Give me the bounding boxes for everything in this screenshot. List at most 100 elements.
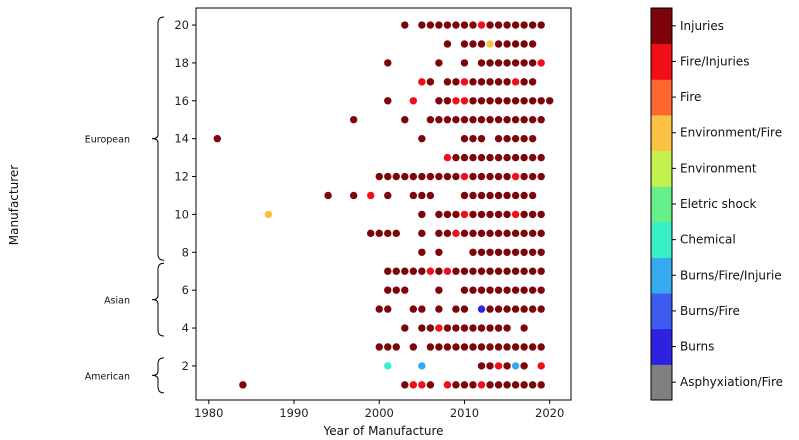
data-point bbox=[503, 21, 511, 29]
data-point bbox=[486, 172, 494, 181]
data-point bbox=[418, 172, 426, 181]
data-point bbox=[486, 248, 494, 256]
data-point bbox=[528, 172, 537, 181]
data-point bbox=[443, 267, 452, 275]
data-point bbox=[486, 21, 494, 29]
data-point bbox=[486, 153, 494, 162]
data-point bbox=[494, 59, 503, 67]
data-point bbox=[520, 305, 528, 313]
data-point bbox=[511, 59, 520, 67]
data-point bbox=[486, 267, 494, 275]
data-point bbox=[460, 97, 469, 105]
data-point bbox=[520, 191, 528, 200]
data-point bbox=[401, 21, 409, 29]
data-point bbox=[477, 21, 486, 29]
data-point bbox=[503, 324, 511, 332]
data-point bbox=[537, 97, 545, 105]
data-point bbox=[384, 362, 392, 370]
data-point bbox=[426, 78, 435, 86]
data-point bbox=[537, 172, 545, 181]
colorbar-label: Environment/Fire bbox=[680, 126, 782, 140]
y-tick-label: 8 bbox=[182, 245, 189, 259]
data-point bbox=[511, 229, 520, 238]
data-point bbox=[494, 381, 503, 389]
data-point bbox=[545, 97, 554, 105]
data-point bbox=[511, 191, 520, 200]
data-point bbox=[528, 153, 537, 162]
data-point bbox=[418, 305, 426, 313]
data-point bbox=[477, 305, 486, 313]
data-point bbox=[528, 229, 537, 238]
data-point bbox=[443, 21, 452, 29]
data-point bbox=[511, 116, 520, 124]
data-point bbox=[418, 78, 426, 86]
data-point bbox=[418, 267, 426, 275]
data-point bbox=[443, 210, 452, 219]
data-point bbox=[418, 134, 426, 143]
data-point bbox=[443, 381, 452, 389]
data-point bbox=[528, 343, 537, 351]
data-point bbox=[537, 267, 545, 275]
data-point bbox=[384, 59, 392, 67]
data-point bbox=[520, 97, 528, 105]
data-point bbox=[520, 381, 528, 389]
group-brace bbox=[151, 16, 165, 261]
data-point bbox=[443, 172, 452, 181]
data-point bbox=[494, 267, 503, 275]
data-point bbox=[435, 324, 443, 332]
data-point bbox=[443, 153, 452, 162]
data-point bbox=[469, 134, 477, 143]
data-point bbox=[494, 210, 503, 219]
data-point bbox=[384, 286, 392, 294]
y-tick-label: 14 bbox=[174, 132, 189, 146]
data-point bbox=[435, 343, 443, 351]
data-point bbox=[486, 324, 494, 332]
y-tick-label: 18 bbox=[174, 56, 189, 70]
data-point bbox=[528, 305, 537, 313]
data-point bbox=[520, 267, 528, 275]
data-point bbox=[469, 40, 477, 48]
colorbar-segment bbox=[651, 186, 672, 223]
data-point bbox=[384, 172, 392, 181]
y-tick-label: 4 bbox=[182, 321, 189, 335]
data-point bbox=[401, 324, 409, 332]
data-point bbox=[392, 286, 400, 294]
colorbar-segment bbox=[651, 150, 672, 187]
group-brace bbox=[151, 357, 165, 394]
y-tick-label: 6 bbox=[182, 283, 189, 297]
data-point bbox=[443, 116, 452, 124]
data-point bbox=[511, 343, 520, 351]
data-point bbox=[503, 381, 511, 389]
plot-axes: 1980 1990 2000 2010 2020 2 4 6 8 10 12 14 16 18 20 Year… bbox=[7, 7, 572, 438]
data-point bbox=[443, 97, 452, 105]
data-point bbox=[435, 59, 443, 67]
data-point bbox=[469, 191, 477, 200]
data-point bbox=[409, 381, 418, 389]
data-point bbox=[477, 134, 486, 143]
data-point bbox=[426, 191, 435, 200]
data-point bbox=[486, 59, 494, 67]
data-point bbox=[375, 343, 383, 351]
colorbar-segment bbox=[651, 364, 672, 401]
y-tick-label: 20 bbox=[174, 18, 189, 32]
data-point bbox=[384, 267, 392, 275]
data-point bbox=[477, 40, 486, 48]
data-point bbox=[375, 305, 383, 313]
data-point bbox=[435, 286, 443, 294]
data-point bbox=[443, 40, 452, 48]
data-point bbox=[452, 116, 460, 124]
data-point bbox=[528, 210, 537, 219]
data-point bbox=[384, 305, 392, 313]
colorbar-label: Fire bbox=[680, 90, 701, 104]
data-point bbox=[401, 116, 409, 124]
data-point bbox=[486, 305, 494, 313]
data-point bbox=[239, 381, 247, 389]
data-point bbox=[520, 134, 528, 143]
data-point bbox=[418, 229, 426, 238]
data-point bbox=[426, 324, 435, 332]
data-point bbox=[435, 248, 443, 256]
data-point bbox=[494, 116, 503, 124]
colorbar-label: Burns/Fire/Injurie bbox=[680, 268, 782, 282]
x-tick-label: 2000 bbox=[365, 406, 394, 420]
data-point bbox=[418, 248, 426, 256]
